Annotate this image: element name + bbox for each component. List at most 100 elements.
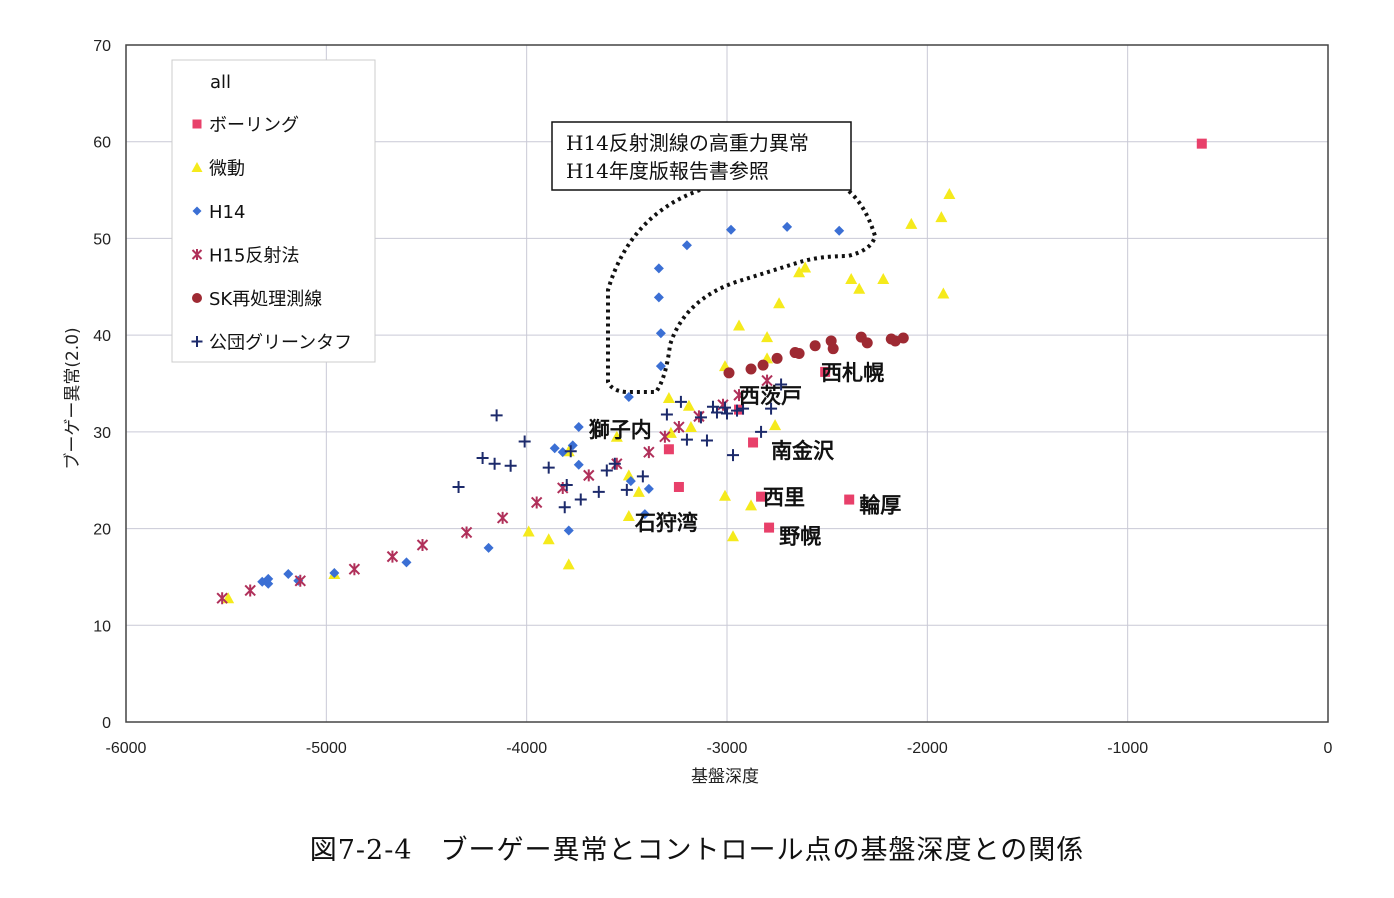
data-point: [694, 411, 707, 424]
data-point: [659, 430, 671, 443]
data-point: [560, 479, 573, 492]
data-point: [610, 430, 623, 442]
data-point: [943, 187, 956, 199]
data-point: [636, 470, 649, 483]
legend-title: all: [210, 72, 231, 93]
data-point: [718, 401, 731, 414]
y-tick-label: 50: [93, 231, 111, 248]
legend-item-label: ボーリング: [209, 115, 299, 136]
legend-marker: [192, 206, 202, 216]
data-point: [600, 464, 613, 477]
place-label: 石狩湾: [634, 511, 698, 535]
data-point: [775, 378, 788, 391]
data-point: [329, 568, 340, 579]
callout-box: [551, 121, 852, 191]
y-tick-label: 40: [93, 328, 111, 345]
data-point: [1196, 138, 1207, 149]
x-tick-label: -5000: [306, 740, 347, 757]
data-point: [673, 481, 684, 492]
data-point: [710, 406, 723, 419]
data-point: [723, 367, 735, 379]
data-point: [488, 457, 501, 470]
legend-item-label: 微動: [209, 159, 245, 180]
data-point: [771, 352, 783, 364]
data-point: [416, 539, 429, 552]
place-label: 獅子内: [589, 418, 652, 442]
data-point: [643, 483, 654, 494]
data-point: [756, 491, 767, 502]
data-point: [820, 366, 831, 377]
data-point: [564, 445, 577, 458]
y-tick-label: 60: [93, 135, 111, 152]
place-label: 野幌: [779, 524, 821, 548]
y-tick-label: 20: [93, 522, 111, 539]
legend-marker: [191, 249, 203, 260]
data-point: [401, 557, 412, 568]
data-point: [935, 211, 948, 223]
data-point: [748, 437, 759, 448]
data-point: [905, 217, 918, 229]
data-point: [731, 404, 744, 417]
data-point: [727, 449, 740, 462]
data-point: [700, 434, 713, 447]
data-point: [573, 422, 584, 433]
place-label: 輪厚: [859, 493, 901, 517]
data-point: [483, 542, 494, 553]
data-point: [727, 530, 740, 542]
legend-marker: [191, 336, 203, 347]
series-1: [222, 187, 956, 604]
data-point: [632, 485, 645, 497]
data-point: [793, 348, 805, 360]
data-point: [476, 451, 489, 464]
legend-item-label: 公団グリーンタフ: [209, 333, 352, 354]
data-point: [681, 240, 692, 251]
data-point: [496, 511, 509, 524]
x-axis-label: 基盤深度: [691, 767, 759, 787]
x-tick-label: -3000: [707, 740, 748, 757]
callout-line-1: H14反射測線の高重力異常: [566, 131, 809, 155]
data-point: [386, 550, 399, 563]
data-point: [834, 225, 845, 236]
data-point: [530, 496, 543, 509]
data-point: [518, 435, 531, 448]
data-point: [452, 480, 465, 493]
data-point: [773, 297, 786, 309]
y-axis-label: ブーゲー異常(2.0): [62, 327, 83, 469]
x-tick-label: -4000: [506, 740, 547, 757]
data-point: [623, 392, 634, 403]
data-point: [733, 319, 746, 331]
plot-area-frame: [125, 44, 1329, 723]
data-point: [682, 399, 695, 411]
data-point: [504, 459, 517, 472]
data-point: [592, 485, 605, 498]
data-point: [764, 522, 775, 533]
data-point: [745, 499, 758, 511]
data-point: [877, 273, 890, 285]
data-point: [583, 469, 595, 482]
data-point: [542, 533, 555, 545]
legend-marker: [192, 119, 202, 129]
data-point: [573, 459, 584, 470]
data-point: [684, 421, 697, 433]
place-label: 西里: [763, 486, 805, 510]
data-point: [757, 359, 769, 371]
x-tick-label: -2000: [907, 740, 948, 757]
data-point: [490, 409, 503, 422]
data-point: [782, 221, 793, 232]
data-point: [557, 447, 568, 458]
data-point: [293, 575, 304, 586]
data-point: [897, 332, 909, 344]
data-point: [283, 569, 294, 580]
data-point: [348, 563, 361, 576]
data-point: [620, 483, 633, 496]
data-point: [655, 328, 666, 339]
data-point: [608, 457, 621, 470]
data-point: [680, 433, 693, 446]
series-5: [452, 378, 788, 514]
figure-caption: 図7-2-4 ブーゲー異常とコントロール点の基盤深度との関係: [309, 835, 1085, 866]
data-point: [861, 337, 873, 349]
data-point: [653, 292, 664, 303]
place-label: 西札幌: [821, 361, 884, 385]
